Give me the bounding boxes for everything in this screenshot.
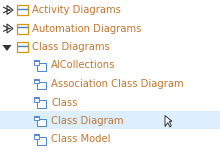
Polygon shape <box>2 45 11 51</box>
Text: Class Diagrams: Class Diagrams <box>32 42 110 52</box>
Bar <box>37 82 46 89</box>
Bar <box>37 119 46 126</box>
Text: Activity Diagrams: Activity Diagrams <box>32 5 121 15</box>
Text: Association Class Diagram: Association Class Diagram <box>51 79 184 89</box>
Bar <box>37 137 46 145</box>
Bar <box>34 97 39 99</box>
Bar <box>34 79 39 81</box>
Bar <box>34 97 39 102</box>
Text: Automation Diagrams: Automation Diagrams <box>32 23 141 34</box>
Text: Class: Class <box>51 97 77 108</box>
Bar <box>16 23 28 34</box>
Bar <box>0 111 220 129</box>
Text: AICollections: AICollections <box>51 60 115 71</box>
Bar <box>34 134 39 136</box>
Polygon shape <box>165 116 172 127</box>
Text: Class Diagram: Class Diagram <box>51 116 123 126</box>
Bar <box>37 100 46 108</box>
Bar <box>34 134 39 139</box>
Bar <box>16 42 28 52</box>
Bar <box>34 60 39 65</box>
Bar <box>34 116 39 118</box>
Bar <box>34 60 39 62</box>
Bar <box>16 5 28 15</box>
Bar <box>37 63 46 71</box>
Bar <box>34 116 39 120</box>
Text: Class Model: Class Model <box>51 134 110 145</box>
Bar <box>34 79 39 83</box>
